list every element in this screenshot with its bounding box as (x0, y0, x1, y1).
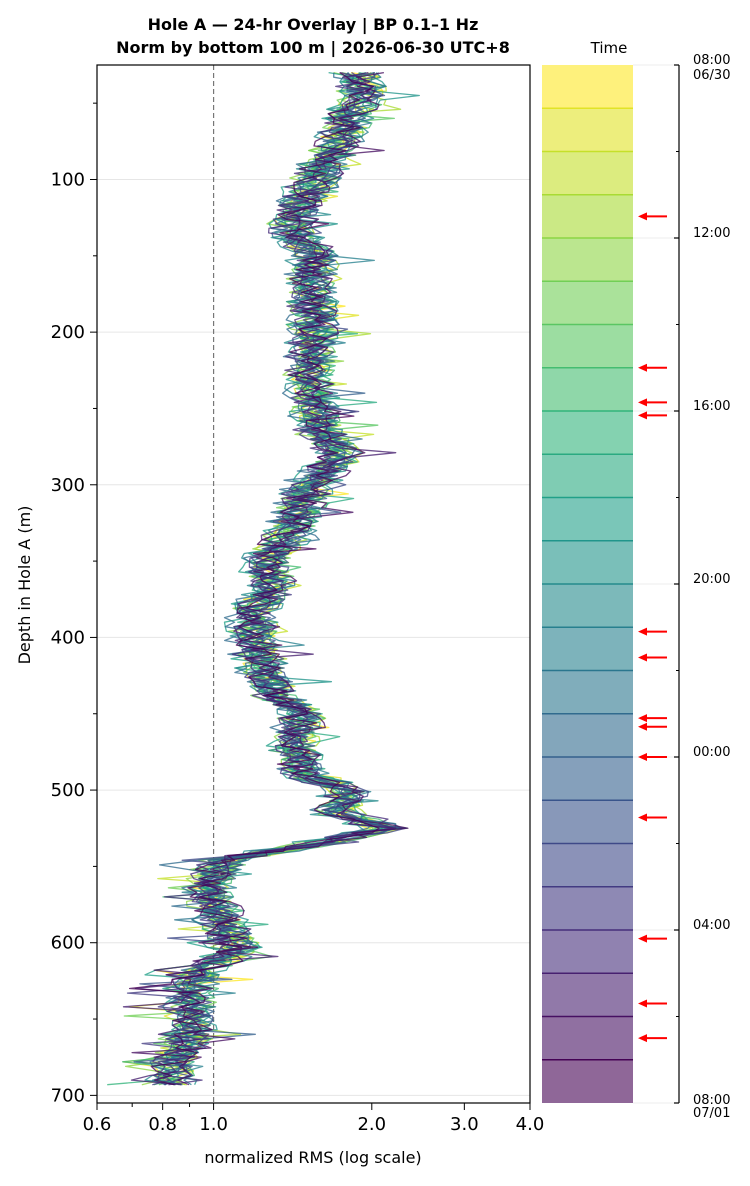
event-arrow (638, 753, 667, 761)
event-arrow (638, 934, 667, 943)
colorbar-band (542, 411, 633, 455)
x-tick-label: 1.0 (199, 1114, 228, 1135)
colorbar-band (542, 713, 633, 757)
x-tick-label: 3.0 (450, 1114, 479, 1135)
event-arrow (638, 999, 667, 1008)
colorbar-band (542, 281, 633, 325)
event-arrow (638, 714, 667, 723)
series-line (122, 71, 384, 1086)
y-tick-label: 600 (51, 933, 85, 954)
colorbar-band (542, 194, 633, 238)
event-arrow (638, 363, 667, 372)
colorbar-band (542, 1059, 633, 1103)
series-line (128, 72, 380, 1086)
event-arrow (638, 722, 667, 731)
chart-title-line-1: Hole A — 24-hr Overlay | BP 0.1–1 Hz (148, 15, 479, 35)
y-tick-label: 100 (51, 169, 85, 190)
x-tick-label: 0.6 (83, 1114, 112, 1135)
colorbar-band (542, 151, 633, 195)
event-arrow (638, 398, 667, 407)
event-arrow (638, 627, 667, 636)
colorbar-band (542, 497, 633, 541)
time-tick-label: 00:00 (693, 745, 730, 760)
y-tick-label: 300 (51, 475, 85, 496)
series-line (126, 72, 393, 1086)
colorbar-band (542, 670, 633, 714)
colorbar-band (542, 367, 633, 411)
colorbar-band (542, 973, 633, 1017)
colorbar-band (542, 1016, 633, 1060)
event-arrow (638, 653, 667, 662)
x-tick-label: 0.8 (148, 1114, 177, 1135)
colorbar-title: Time (590, 39, 628, 57)
colorbar-band (542, 757, 633, 801)
x-axis-label: normalized RMS (log scale) (204, 1148, 421, 1167)
colorbar-band (542, 454, 633, 498)
time-tick-label: 08:00 (693, 1093, 730, 1108)
y-tick-label: 500 (51, 780, 85, 801)
colorbar-band (542, 800, 633, 844)
colorbar-band (542, 108, 633, 152)
time-tick-sublabel: 06/30 (693, 68, 730, 83)
colorbar-band (542, 324, 633, 368)
series-line (122, 71, 397, 1086)
y-tick-label: 400 (51, 627, 85, 648)
event-arrow (638, 411, 667, 420)
y-axis-label: Depth in Hole A (m) (15, 506, 34, 665)
colorbar-band (542, 627, 633, 671)
colorbar-band (542, 843, 633, 887)
plot-area: 100 200 300 400 500 600 700 0.6 0.8 1.0 2.0 3.0 4.0 (51, 64, 545, 1135)
colorbar-band (542, 584, 633, 628)
colorbar-band (542, 886, 633, 930)
colorbar-band (542, 238, 633, 282)
time-tick-label: 04:00 (693, 918, 730, 933)
x-tick-label: 2.0 (357, 1114, 386, 1135)
series-line (134, 71, 395, 1086)
time-tick-sublabel: 07/01 (693, 1106, 730, 1121)
event-arrow (638, 813, 667, 822)
colorbar-band (542, 65, 633, 109)
event-arrow (638, 1034, 667, 1043)
y-tick-label: 700 (51, 1085, 85, 1106)
plot-frame (96, 64, 531, 1104)
time-tick-label: 12:00 (693, 226, 730, 241)
event-arrow (638, 212, 667, 221)
colorbar: 08:0006/3012:0016:0020:0000:0004:0008:00… (542, 53, 730, 1121)
series-line (131, 71, 409, 1086)
series-line (107, 72, 399, 1086)
chart-title-line-2: Norm by bottom 100 m | 2026-06-30 UTC+8 (116, 38, 510, 58)
colorbar-band (542, 540, 633, 584)
time-tick-label: 20:00 (693, 572, 730, 587)
time-tick-label: 08:00 (693, 53, 730, 68)
time-tick-label: 16:00 (693, 399, 730, 414)
x-tick-label: 4.0 (516, 1114, 545, 1135)
colorbar-band (542, 930, 633, 974)
y-tick-label: 200 (51, 322, 85, 343)
